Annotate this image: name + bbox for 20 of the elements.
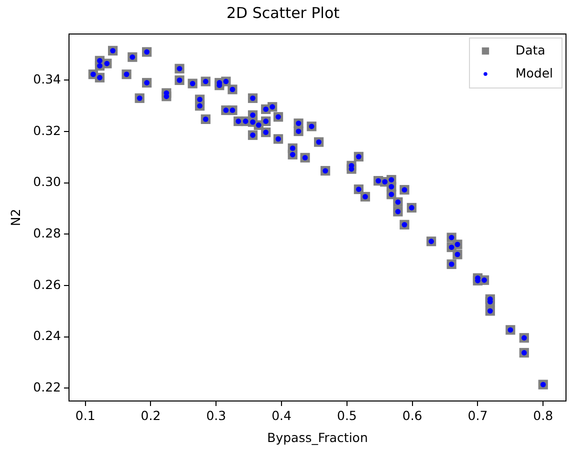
y-tick-label: 0.28 <box>33 225 62 240</box>
x-tick-label: 0.5 <box>336 408 357 423</box>
y-tick-label: 0.22 <box>33 379 61 394</box>
x-tick-label: 0.3 <box>206 408 226 423</box>
y-tick-label: 0.30 <box>33 174 62 190</box>
chart-title: 2D Scatter Plot <box>226 4 340 22</box>
y-tick-label: 0.34 <box>33 71 62 86</box>
x-tick-label: 0.7 <box>468 408 488 423</box>
x-tick-label: 0.2 <box>140 408 161 423</box>
legend-label: Model <box>515 65 553 80</box>
y-tick-label: 0.24 <box>33 328 62 344</box>
x-tick-label: 0.4 <box>272 408 292 423</box>
x-tick-label: 0.6 <box>402 408 422 423</box>
x-axis-title: Bypass_Fraction <box>267 430 368 445</box>
legend-label: Data <box>515 42 546 58</box>
x-tick-label: 0.1 <box>75 408 96 423</box>
y-tick-label: 0.26 <box>33 276 62 292</box>
y-axis-title: N2 <box>8 208 23 226</box>
y-tick-label: 0.32 <box>33 122 61 138</box>
x-tick-label: 0.8 <box>533 408 554 423</box>
